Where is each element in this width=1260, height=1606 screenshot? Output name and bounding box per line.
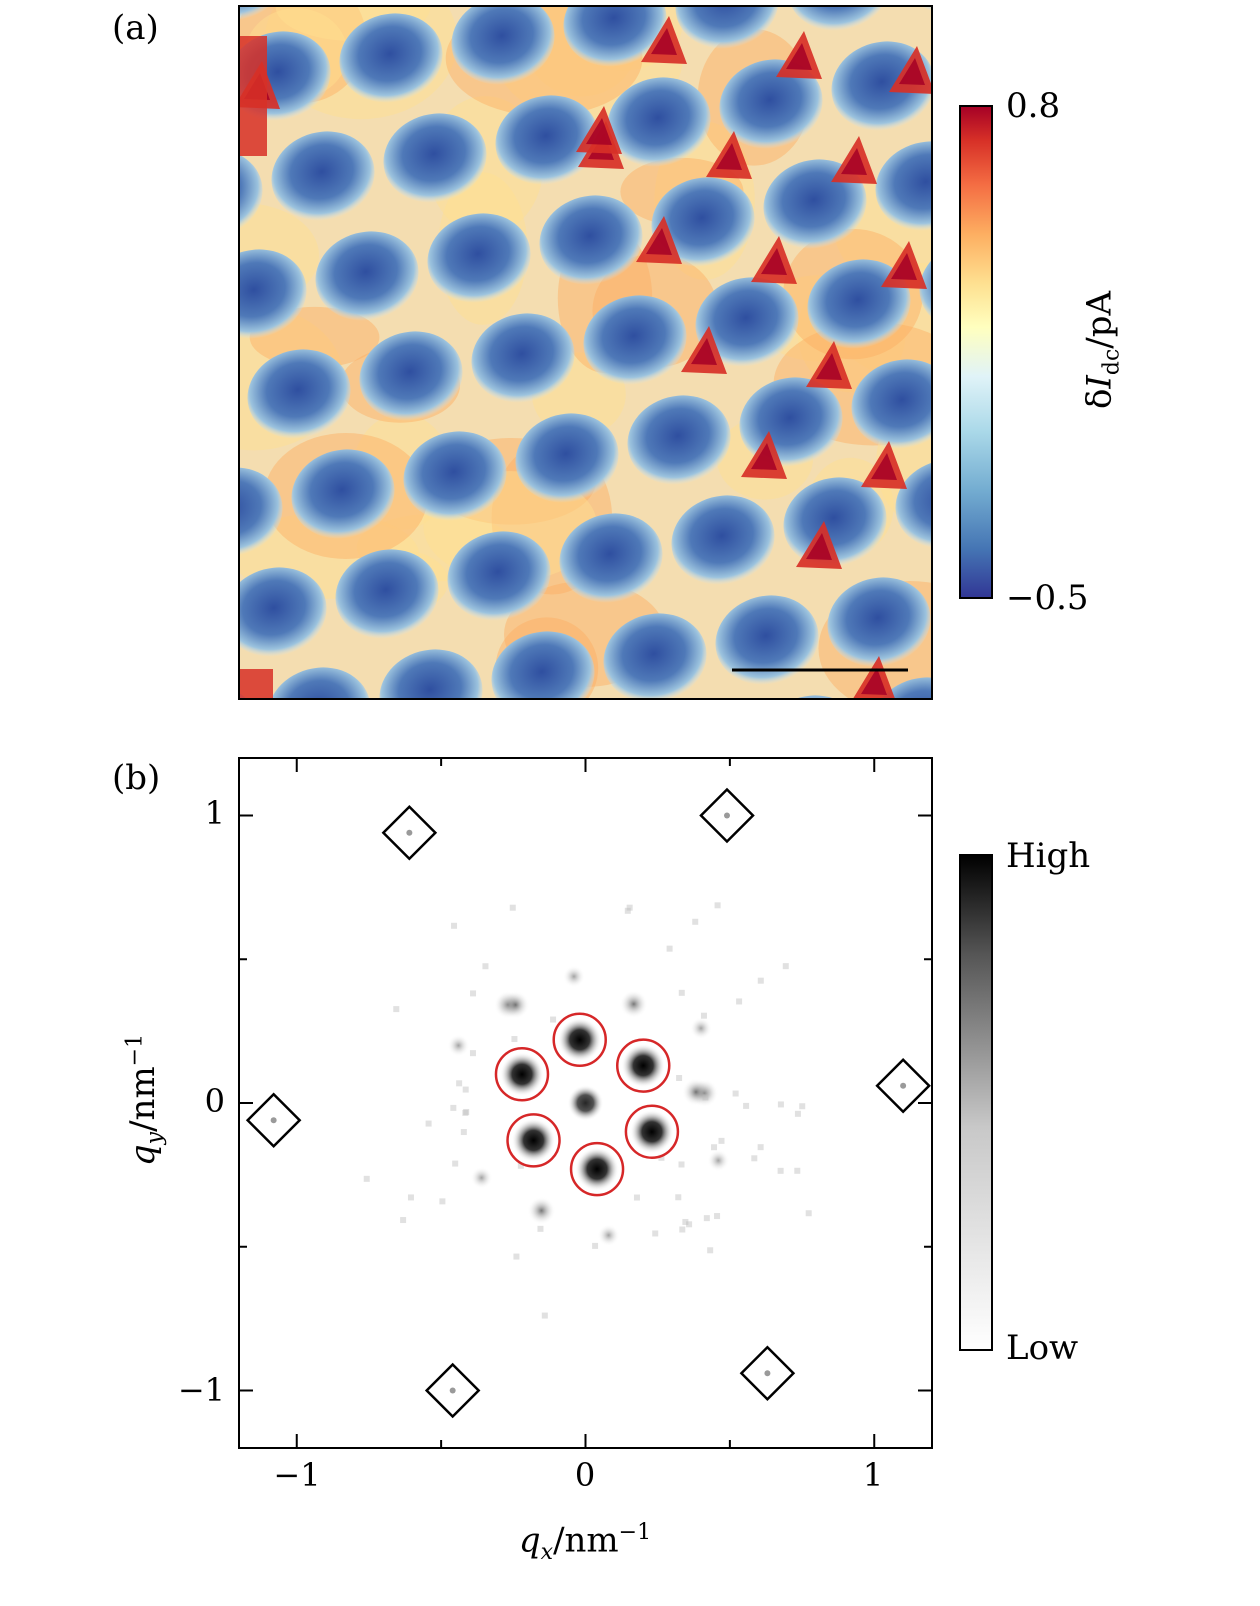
x-tick-label: 1 [862,1456,884,1494]
atomic-peak-dot [900,1082,907,1089]
colorbar-b-max-label: High [1006,836,1091,876]
atomic-peak-dot [449,1387,456,1394]
atomic-peak-dot [270,1117,277,1124]
bragg-peak-circle [616,1038,671,1093]
x-tick-label: 0 [574,1456,596,1494]
y-tick-label: −1 [177,1371,225,1409]
bragg-peak-circle [552,1012,607,1067]
x-tick-label: −1 [273,1456,321,1494]
colorbar-b [959,854,993,1351]
bragg-peak-circle [506,1113,561,1168]
atomic-peak-diamond [381,804,438,861]
y-tick-label: 0 [204,1082,225,1120]
colorbar-b-min-label: Low [1006,1328,1079,1368]
fft-intensity-map [363,902,812,1319]
y-tick-label: 1 [204,794,225,832]
atomic-peak-diamond [245,1092,302,1149]
atomic-peak-diamond [739,1345,796,1402]
bragg-peak-circle [569,1141,625,1197]
x-axis-label: qx/nm−1 [518,1520,652,1566]
colorbar-a-min-label: −0.5 [1006,578,1089,618]
bragg-peak-circle [624,1104,680,1159]
atomic-peak-diamond [424,1362,481,1419]
colorbar-a-max-label: 0.8 [1006,86,1061,126]
bragg-peak-circle [494,1047,550,1102]
y-axis-label: qy/nm−1 [122,1033,168,1167]
panel-a-label: (a) [112,8,159,48]
dc-current-map [239,6,932,699]
atomic-peak-diamond [875,1057,931,1114]
atomic-peak-dot [406,829,413,836]
atomic-peak-diamond [699,787,755,844]
atomic-peak-dot [764,1370,771,1377]
panel-a-map [238,5,993,700]
colorbar-a [959,105,993,599]
atomic-peak-dot [723,812,730,819]
panel-b-label: (b) [112,758,161,798]
